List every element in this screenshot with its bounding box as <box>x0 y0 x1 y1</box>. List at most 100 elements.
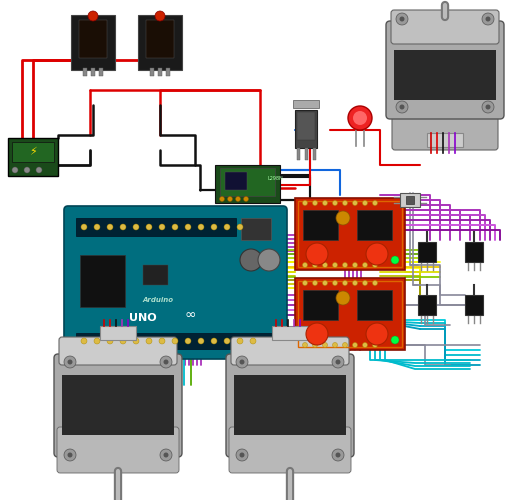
Circle shape <box>239 360 244 364</box>
Circle shape <box>312 262 317 268</box>
Text: ∞: ∞ <box>184 308 196 322</box>
Circle shape <box>363 262 368 268</box>
Circle shape <box>343 262 347 268</box>
Circle shape <box>107 224 113 230</box>
Circle shape <box>120 338 126 344</box>
Text: L298N: L298N <box>267 176 283 180</box>
Circle shape <box>482 13 494 25</box>
Circle shape <box>366 323 388 345</box>
Bar <box>225 172 247 190</box>
Circle shape <box>224 224 230 230</box>
Text: UNO: UNO <box>129 313 157 323</box>
Circle shape <box>155 11 165 21</box>
Circle shape <box>94 338 100 344</box>
Circle shape <box>336 291 350 305</box>
Circle shape <box>211 224 217 230</box>
Bar <box>298 281 402 347</box>
Bar <box>143 265 168 285</box>
Bar <box>83 68 87 76</box>
Bar <box>234 375 346 435</box>
Bar <box>76 218 236 236</box>
Bar <box>76 333 275 349</box>
Circle shape <box>120 224 126 230</box>
Bar <box>150 68 154 76</box>
Circle shape <box>400 104 405 110</box>
Bar <box>166 68 170 76</box>
Bar <box>71 15 115 70</box>
Circle shape <box>396 101 408 113</box>
Circle shape <box>163 452 168 458</box>
Bar <box>313 148 316 160</box>
Circle shape <box>363 200 368 205</box>
Bar <box>465 295 483 315</box>
Text: Arduino: Arduino <box>142 297 173 303</box>
Bar <box>418 242 436 262</box>
Circle shape <box>333 200 338 205</box>
Circle shape <box>352 280 357 285</box>
Bar <box>62 375 174 435</box>
Circle shape <box>332 449 344 461</box>
Bar <box>394 50 496 100</box>
FancyBboxPatch shape <box>54 354 182 457</box>
Circle shape <box>400 16 405 21</box>
Circle shape <box>236 356 248 368</box>
Bar <box>99 68 103 76</box>
FancyBboxPatch shape <box>226 354 354 457</box>
Circle shape <box>160 356 172 368</box>
Bar <box>8 138 58 176</box>
Circle shape <box>88 11 98 21</box>
FancyBboxPatch shape <box>391 10 499 44</box>
Circle shape <box>239 452 244 458</box>
Circle shape <box>352 262 357 268</box>
Circle shape <box>322 200 328 205</box>
Bar <box>91 68 95 76</box>
Bar <box>303 290 338 320</box>
Circle shape <box>185 224 191 230</box>
Circle shape <box>24 167 30 173</box>
Circle shape <box>343 280 347 285</box>
FancyBboxPatch shape <box>59 337 177 365</box>
Circle shape <box>333 262 338 268</box>
Circle shape <box>348 106 372 130</box>
Bar <box>215 165 280 203</box>
Circle shape <box>81 224 87 230</box>
Bar <box>79 20 107 58</box>
Circle shape <box>373 342 378 347</box>
Bar <box>295 198 405 270</box>
Circle shape <box>237 338 243 344</box>
Circle shape <box>336 360 341 364</box>
Bar <box>427 133 463 147</box>
Circle shape <box>363 342 368 347</box>
Bar <box>293 100 319 108</box>
Circle shape <box>12 167 18 173</box>
Bar <box>418 295 436 315</box>
Text: ⚡: ⚡ <box>29 147 37 157</box>
Circle shape <box>303 262 308 268</box>
FancyBboxPatch shape <box>57 427 179 473</box>
Bar <box>138 15 182 70</box>
Bar <box>12 142 54 162</box>
Circle shape <box>235 196 240 202</box>
Circle shape <box>333 280 338 285</box>
Bar <box>272 326 308 340</box>
Circle shape <box>352 342 357 347</box>
Circle shape <box>133 224 139 230</box>
Circle shape <box>159 338 165 344</box>
Circle shape <box>352 200 357 205</box>
Circle shape <box>172 224 178 230</box>
Bar <box>297 112 315 140</box>
Circle shape <box>303 280 308 285</box>
Circle shape <box>107 338 113 344</box>
Circle shape <box>312 200 317 205</box>
Circle shape <box>312 280 317 285</box>
Circle shape <box>146 338 152 344</box>
Circle shape <box>303 342 308 347</box>
Bar <box>158 68 162 76</box>
Circle shape <box>373 200 378 205</box>
Circle shape <box>373 280 378 285</box>
Circle shape <box>67 452 73 458</box>
Circle shape <box>303 200 308 205</box>
Circle shape <box>64 449 76 461</box>
Circle shape <box>322 280 328 285</box>
Circle shape <box>486 104 490 110</box>
